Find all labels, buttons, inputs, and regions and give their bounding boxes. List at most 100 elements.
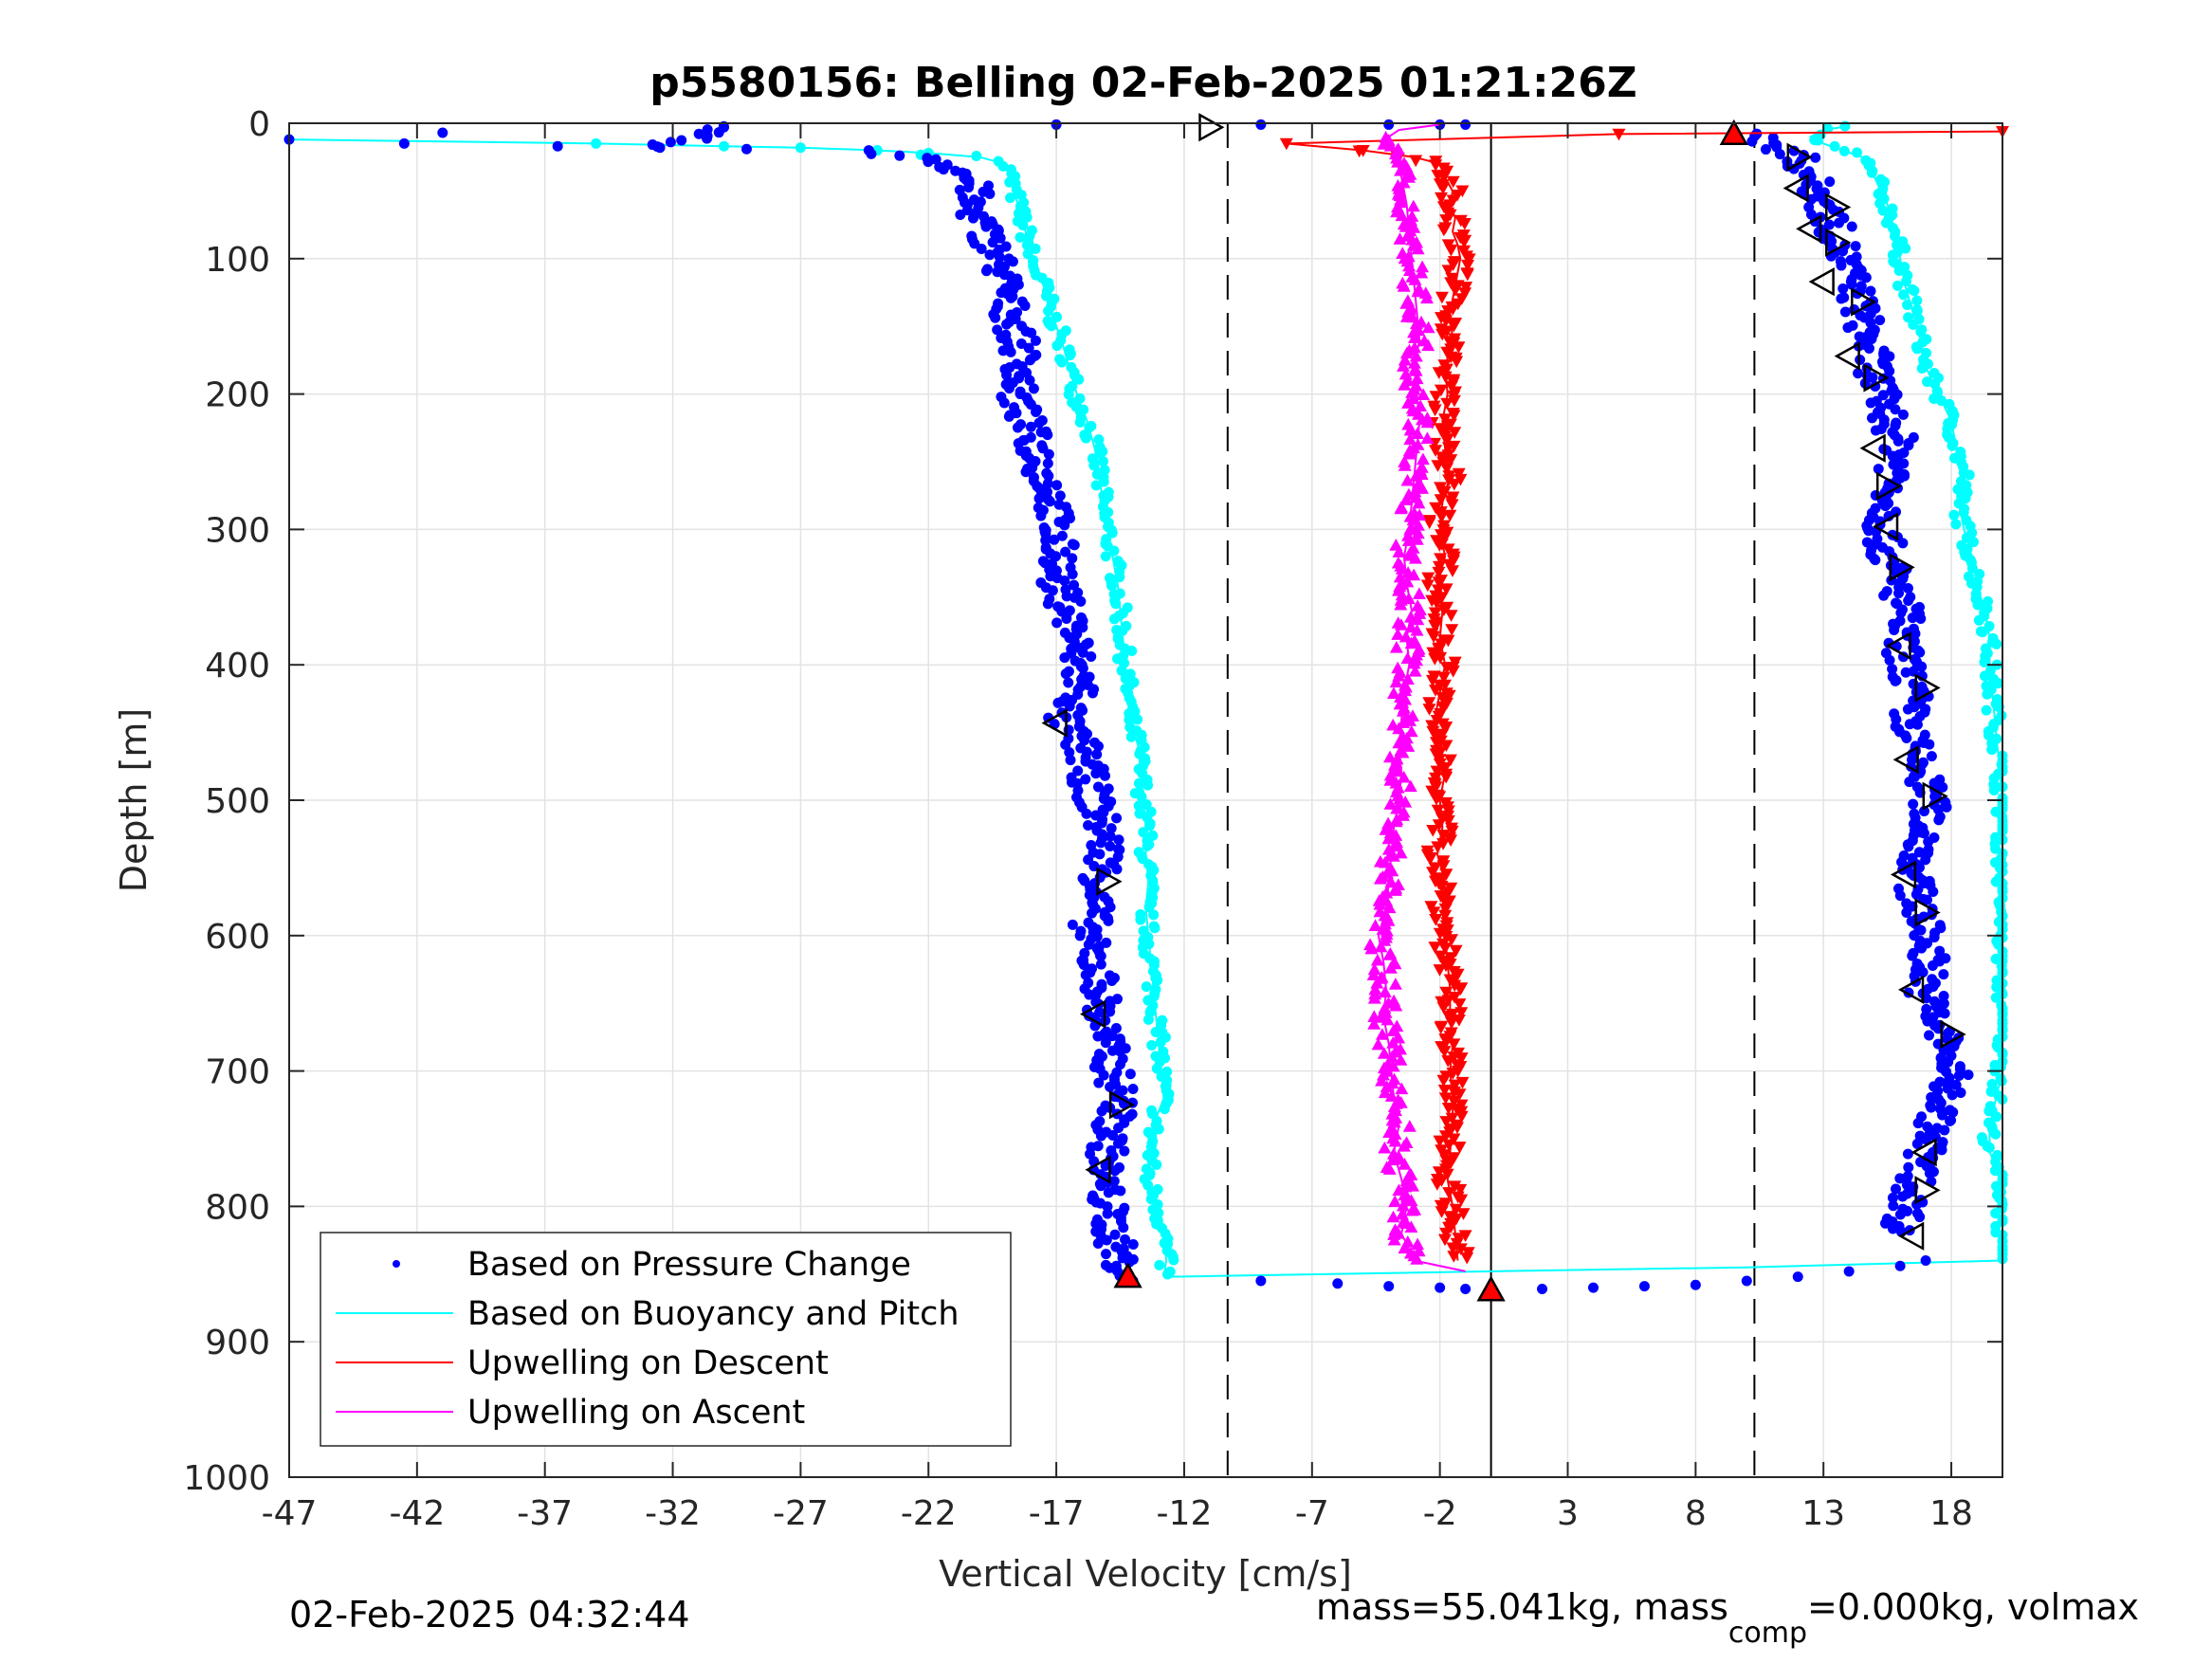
upwelling-ascent-point <box>1402 1120 1417 1132</box>
upwelling-ascent-point <box>1395 1207 1409 1220</box>
upwelling-descent-point <box>1444 952 1458 964</box>
pressure-point <box>1127 1239 1139 1251</box>
pressure-point <box>1870 555 1881 566</box>
pressure-point <box>1118 1222 1129 1234</box>
upwelling-ascent-point <box>1380 1013 1395 1026</box>
upwelling-ascent-point <box>1382 948 1397 960</box>
upwelling-ascent-point <box>1377 1047 1391 1059</box>
upwelling-descent-point <box>1421 572 1435 585</box>
pressure-point <box>1877 390 1889 401</box>
y-tick-label: 200 <box>205 376 270 415</box>
buoyancy-point <box>1149 923 1161 934</box>
upwelling-ascent-point <box>1396 745 1410 758</box>
pressure-point <box>1897 409 1909 420</box>
x-tick-label: 13 <box>1801 1494 1845 1533</box>
upwelling-ascent-point <box>1375 1028 1389 1040</box>
upwelling-descent-point <box>1439 1116 1453 1128</box>
pressure-point <box>1083 820 1094 832</box>
upwelling-ascent-point <box>1407 568 1421 581</box>
upwelling-descent-point <box>1441 1055 1455 1068</box>
right-triangle-marker <box>1108 1090 1136 1120</box>
upwelling-descent-point <box>1429 159 1443 172</box>
buoyancy-point <box>795 142 806 154</box>
pressure-point <box>1924 739 1935 750</box>
y-tick-label: 800 <box>205 1188 270 1227</box>
pressure-point <box>1075 595 1087 607</box>
upwelling-descent-point <box>1428 404 1442 417</box>
upwelling-descent-point <box>1426 674 1439 687</box>
buoyancy-point <box>1080 432 1091 444</box>
buoyancy-point <box>1015 231 1026 243</box>
upwelling-ascent-point <box>1401 534 1416 546</box>
pressure-point <box>1060 739 1071 750</box>
upwelling-ascent-point <box>1378 1086 1392 1099</box>
upwelling-descent-point <box>1433 927 1447 941</box>
axis-ticks: -47 -42 -37 -32 -27 -22 -17 -12 -7 -2 3 8 13 18010020… <box>183 105 2002 1533</box>
buoyancy-point <box>1030 243 1041 254</box>
buoyancy-point <box>1013 208 1024 219</box>
buoyancy-point <box>1161 1269 1173 1280</box>
pressure-point <box>1028 383 1039 394</box>
x-tick-label: -32 <box>645 1494 701 1533</box>
pressure-point <box>1095 1180 1106 1192</box>
upwelling-ascent-point <box>1404 1194 1418 1206</box>
upwelling-ascent-point <box>1388 1134 1402 1147</box>
pressure-point <box>1914 1212 1926 1223</box>
x-tick-label: -7 <box>1295 1494 1329 1533</box>
upwelling-descent-point <box>1453 1142 1467 1154</box>
upwelling-ascent-point <box>1367 962 1381 976</box>
pressure-point <box>1810 152 1821 163</box>
buoyancy-point <box>1983 730 1994 741</box>
upwelling-ascent-point <box>1395 588 1409 601</box>
upwelling-ascent-point <box>1389 641 1403 653</box>
buoyancy-point <box>1852 147 1863 158</box>
pressure-point <box>1926 751 1937 762</box>
upwelling-ascent-point <box>1385 1153 1399 1166</box>
pressure-point <box>1902 1148 1913 1160</box>
right-triangle-marker <box>1198 113 1225 142</box>
pressure-point <box>676 135 687 146</box>
right-triangle-marker <box>1940 1019 1966 1050</box>
pressure-point <box>740 143 752 155</box>
buoyancy-point <box>1051 340 1063 352</box>
pressure-point <box>963 182 975 193</box>
upwelling-ascent-point <box>1397 1140 1411 1152</box>
pressure-point <box>1031 406 1042 417</box>
upwelling-ascent-point <box>1399 493 1414 505</box>
upwelling-descent-point <box>1428 621 1442 633</box>
pressure-point <box>1001 319 1013 330</box>
pressure-point <box>1105 840 1116 851</box>
pressure-point <box>1064 747 1075 758</box>
upwelling-descent-point <box>1438 909 1453 923</box>
buoyancy-point <box>1866 167 1877 178</box>
pressure-point <box>1042 429 1053 441</box>
pressure-point <box>938 164 949 175</box>
pressure-point <box>1873 464 1884 475</box>
pressure-point <box>398 137 410 149</box>
buoyancy-point <box>1021 211 1033 223</box>
pressure-point <box>1890 404 1901 415</box>
buoyancy-point <box>1051 311 1063 322</box>
pressure-point <box>1113 834 1124 846</box>
upwelling-descent-point <box>1451 968 1465 981</box>
pressure-point <box>1903 1161 1914 1173</box>
pressure-point <box>980 221 992 232</box>
upwelling-descent-point <box>1453 1088 1467 1101</box>
upwelling-descent-point <box>1428 941 1442 954</box>
pressure-point <box>1911 1138 1923 1149</box>
pressure-point <box>1837 283 1849 294</box>
pressure-point <box>1077 647 1088 658</box>
upwelling-descent-point <box>1279 137 1293 151</box>
pressure-point <box>1887 1223 1898 1234</box>
upwelling-descent-point <box>1454 1194 1469 1207</box>
pressure-point <box>923 156 934 168</box>
upwelling-descent-point <box>1453 1183 1468 1197</box>
upwelling-descent-point <box>1444 244 1458 257</box>
buoyancy-point <box>1133 800 1144 812</box>
pressure-point <box>1913 862 1925 873</box>
pressure-point <box>1846 221 1857 232</box>
left-triangle-marker <box>1080 999 1106 1029</box>
buoyancy-point <box>1950 519 1962 530</box>
upwelling-ascent-point <box>1382 1162 1397 1175</box>
